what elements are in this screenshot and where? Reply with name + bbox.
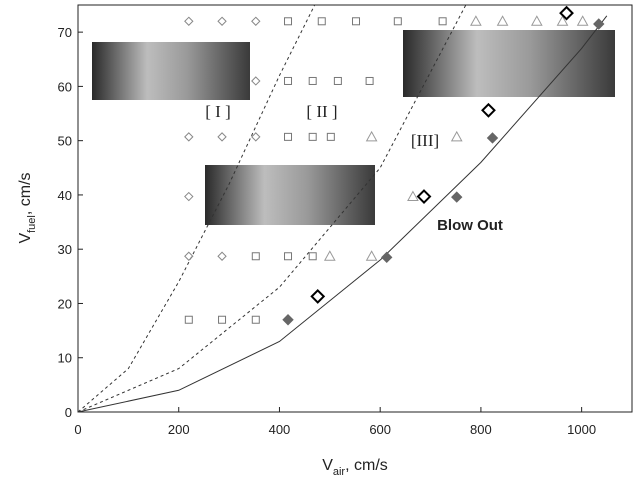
data-point xyxy=(486,132,499,144)
data-point xyxy=(365,76,374,85)
data-point xyxy=(365,250,378,261)
data-point xyxy=(308,76,317,85)
y-label-unit: , cm/s xyxy=(17,172,34,215)
x-tick-label: 1000 xyxy=(567,422,596,437)
data-point xyxy=(559,5,574,21)
fit-curve xyxy=(77,4,467,413)
data-point xyxy=(393,17,402,26)
y-label-sub: fuel xyxy=(26,215,38,233)
data-point xyxy=(556,15,569,26)
data-point xyxy=(381,251,393,264)
data-point xyxy=(333,76,342,85)
x-tick-label: 0 xyxy=(74,422,81,437)
x-tick-label: 200 xyxy=(168,422,190,437)
y-tick-label: 20 xyxy=(58,296,72,311)
flame-photo xyxy=(92,42,250,100)
data-point xyxy=(450,130,463,142)
data-point xyxy=(284,17,293,26)
data-point xyxy=(451,191,463,203)
y-tick-label: 10 xyxy=(58,351,72,366)
x-label-main: V xyxy=(322,457,333,474)
data-point xyxy=(593,18,605,30)
flame-photo xyxy=(403,30,615,97)
data-point xyxy=(323,250,336,261)
x-label-unit: , cm/s xyxy=(345,457,388,474)
fit-curve xyxy=(77,15,608,413)
x-tick-label: 800 xyxy=(470,422,492,437)
x-label-sub: air xyxy=(333,466,346,477)
x-tick-label: 600 xyxy=(369,422,391,437)
y-axis-label: Vfuel, cm/s xyxy=(17,172,38,243)
data-point xyxy=(496,15,509,26)
data-point xyxy=(184,251,194,261)
data-point xyxy=(184,132,194,142)
y-tick-label: 70 xyxy=(58,25,72,40)
flame-photo xyxy=(205,165,375,225)
data-point xyxy=(251,16,261,26)
annotation: [ II ] xyxy=(306,102,337,121)
data-point xyxy=(308,252,317,261)
data-point xyxy=(251,132,261,142)
data-point xyxy=(407,190,419,202)
data-point xyxy=(481,102,496,118)
data-point xyxy=(438,17,447,26)
data-point xyxy=(352,17,361,26)
data-point xyxy=(184,191,194,202)
data-point xyxy=(217,132,227,142)
x-tick-label: 400 xyxy=(269,422,291,437)
data-point xyxy=(217,251,227,261)
data-point xyxy=(282,314,294,326)
data-point xyxy=(310,288,326,304)
data-point xyxy=(217,16,227,26)
data-point xyxy=(326,132,335,141)
data-point xyxy=(470,15,482,26)
data-point xyxy=(251,315,260,324)
data-point xyxy=(184,16,194,26)
y-label-main: V xyxy=(17,233,34,244)
data-point xyxy=(416,189,432,204)
y-tick-label: 60 xyxy=(58,79,72,94)
data-point xyxy=(184,315,193,324)
annotation: [III] xyxy=(411,131,439,150)
y-tick-label: 0 xyxy=(65,405,72,420)
data-point xyxy=(576,15,589,26)
annotation: Blow Out xyxy=(437,217,503,234)
plot-frame xyxy=(77,4,633,413)
photos xyxy=(92,30,615,225)
data-point xyxy=(218,315,227,324)
fit-curve xyxy=(77,4,316,413)
data-point xyxy=(284,252,293,261)
x-axis-label: Vair, cm/s xyxy=(322,457,388,477)
data-point xyxy=(308,132,317,141)
data-point xyxy=(530,15,543,26)
y-tick-label: 40 xyxy=(58,188,72,203)
data-point xyxy=(251,252,260,261)
data-point xyxy=(317,17,326,26)
data-point xyxy=(284,76,293,85)
data-point xyxy=(365,130,378,142)
data-point xyxy=(251,76,261,86)
y-tick-label: 30 xyxy=(58,242,72,257)
annotation: [ I ] xyxy=(205,102,230,121)
data-point xyxy=(284,132,293,141)
y-tick-label: 50 xyxy=(58,134,72,149)
